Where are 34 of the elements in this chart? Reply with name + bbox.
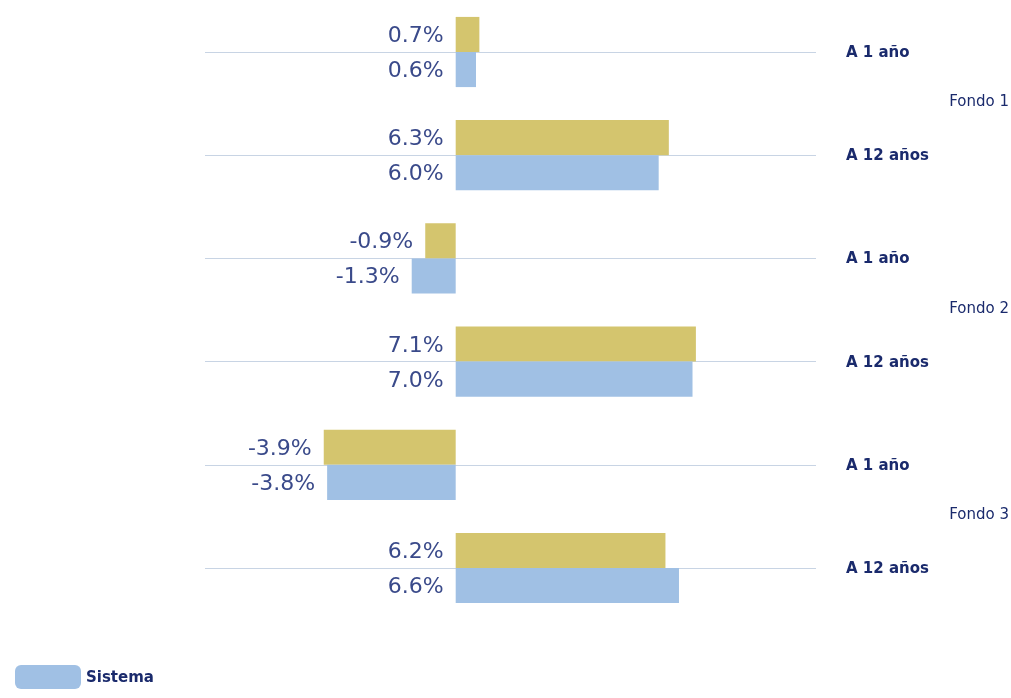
data-label: 6.0% <box>387 160 444 186</box>
bar <box>425 223 456 259</box>
data-label: 6.3% <box>387 125 444 151</box>
y-tick-label: A 12 años <box>846 352 930 371</box>
data-label: -3.9% <box>247 434 312 460</box>
bar <box>455 16 480 52</box>
data-label: 6.6% <box>387 573 444 599</box>
text: Fondo 1 <box>949 92 1010 111</box>
data-label: -3.8% <box>251 469 316 495</box>
y-tick-label: A 1 año <box>846 43 910 61</box>
data-label: 0.6% <box>387 57 444 83</box>
data-label: 6.2% <box>387 537 444 563</box>
text: Fondo 3 <box>949 504 1010 523</box>
y-tick-label: A 1 año <box>846 249 910 268</box>
bar <box>323 429 456 465</box>
data-label: -1.3% <box>335 263 400 289</box>
bar <box>455 326 696 362</box>
data-label: 0.7% <box>387 21 444 47</box>
y-tick-label: A 12 años <box>846 559 930 577</box>
text: Fondo 2 <box>949 298 1010 317</box>
bar <box>327 464 456 500</box>
bar <box>455 155 659 191</box>
bar <box>455 120 669 156</box>
bar <box>455 568 679 604</box>
data-label: -0.9% <box>349 228 414 254</box>
y-tick-label: A 1 año <box>846 455 910 474</box>
bar <box>411 258 456 294</box>
bar <box>455 52 476 88</box>
bar <box>455 532 666 568</box>
y-tick-label: A 12 años <box>846 146 930 165</box>
bar <box>455 361 693 397</box>
data-label: 7.1% <box>387 331 444 357</box>
data-label: 7.0% <box>387 366 444 392</box>
legend-label: Sistema <box>86 668 154 686</box>
